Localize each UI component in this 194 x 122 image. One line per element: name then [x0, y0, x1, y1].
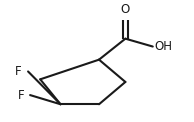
Text: F: F — [15, 65, 22, 78]
Text: OH: OH — [155, 40, 173, 53]
Text: F: F — [17, 89, 24, 102]
Text: O: O — [121, 3, 130, 16]
